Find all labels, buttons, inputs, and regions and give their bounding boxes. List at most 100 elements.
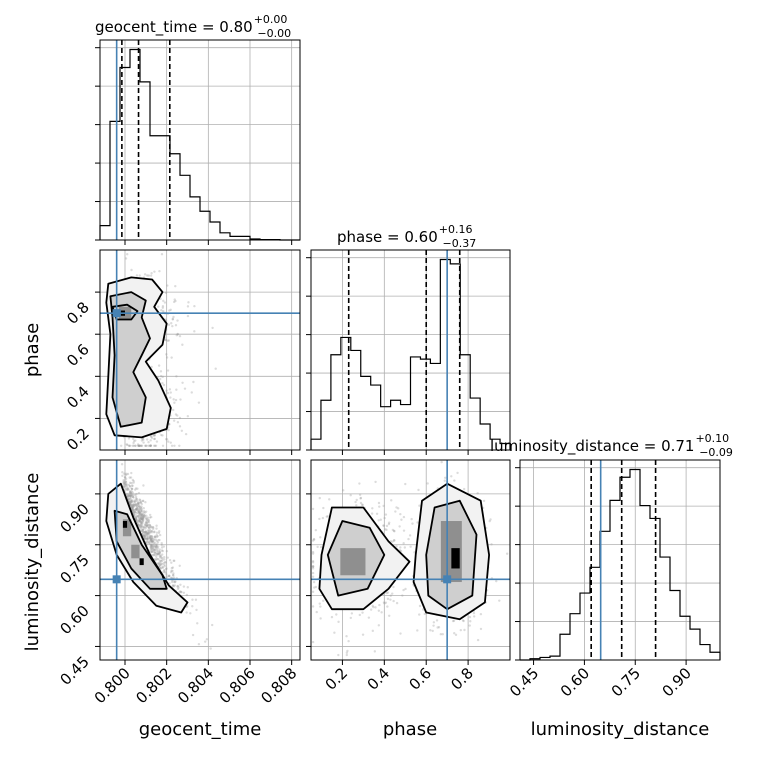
sample-point — [150, 540, 154, 543]
sample-point — [124, 483, 127, 486]
sample-point — [145, 519, 149, 522]
sample-point — [145, 521, 148, 525]
sample-point — [473, 615, 476, 618]
sample-point — [174, 398, 178, 402]
sample-point — [172, 559, 175, 562]
sample-point — [178, 591, 181, 594]
sample-point — [149, 545, 153, 548]
sample-point — [319, 605, 322, 608]
sample-point — [140, 515, 144, 518]
sample-point — [171, 573, 175, 577]
sample-point — [163, 565, 167, 568]
sample-point — [156, 535, 159, 538]
sample-point — [123, 476, 127, 479]
sample-point — [148, 543, 152, 546]
sample-point — [155, 553, 158, 556]
title-luminosity-distance: luminosity_distance = 0.71+0.10 −0.09 — [490, 432, 733, 459]
sample-point — [176, 319, 179, 322]
sample-point — [401, 594, 404, 597]
sample-point — [154, 558, 157, 562]
sample-point — [403, 546, 407, 549]
sample-point — [151, 546, 154, 550]
sample-point — [168, 582, 171, 585]
sample-point — [141, 515, 145, 518]
tick-label-phase: 0.6 — [63, 340, 93, 370]
sample-point — [142, 525, 146, 529]
sample-point — [375, 512, 379, 515]
sample-point — [149, 444, 152, 447]
sample-point — [156, 550, 159, 553]
sample-point — [178, 564, 181, 568]
sample-point — [149, 537, 152, 540]
sample-point — [417, 488, 420, 492]
tick-label-phase: 0.8 — [63, 298, 93, 328]
sample-point — [158, 530, 161, 533]
sample-point — [154, 545, 158, 548]
sample-point — [176, 584, 180, 588]
sample-point — [140, 513, 143, 516]
sample-point — [129, 496, 132, 500]
sample-point — [140, 517, 144, 521]
sample-point — [181, 381, 184, 384]
sample-point — [429, 629, 432, 632]
sample-point — [161, 559, 164, 562]
sample-point — [454, 454, 456, 456]
sample-point — [130, 502, 133, 505]
sample-point — [134, 517, 138, 520]
sample-point — [441, 633, 444, 636]
sample-point — [123, 472, 126, 475]
sample-point — [165, 567, 168, 570]
sample-point — [157, 552, 161, 555]
sample-point — [138, 523, 141, 527]
sample-point — [131, 493, 135, 497]
sample-point — [160, 542, 163, 545]
sample-point — [137, 509, 140, 512]
sample-point — [158, 564, 161, 568]
sample-point — [147, 518, 150, 522]
sample-point — [131, 509, 134, 512]
sample-point — [150, 538, 153, 542]
sample-point — [142, 484, 145, 487]
sample-point — [379, 518, 382, 521]
tick-label-luminosity_distance: 0.75 — [56, 551, 92, 587]
sample-point — [140, 502, 144, 506]
sample-point — [145, 531, 148, 534]
sample-point — [125, 483, 129, 486]
sample-point — [140, 529, 144, 532]
sample-point — [311, 539, 315, 542]
sample-point — [150, 530, 153, 533]
sample-point — [140, 526, 143, 529]
sample-point — [138, 524, 142, 527]
sample-point — [144, 530, 148, 534]
sample-point — [125, 488, 129, 492]
sample-point — [140, 517, 143, 521]
sample-point — [393, 530, 396, 533]
sample-point — [142, 517, 145, 521]
sample-point — [141, 520, 144, 524]
sample-point — [128, 444, 132, 447]
sample-point — [145, 537, 148, 540]
sample-point — [151, 554, 154, 557]
sample-point — [174, 299, 177, 303]
sample-point — [130, 268, 133, 272]
sample-point — [147, 526, 151, 530]
tick-label-phase: 0.4 — [364, 664, 394, 694]
sample-point — [125, 487, 128, 490]
sample-point — [145, 524, 149, 528]
sample-point — [154, 548, 157, 551]
sample-point — [141, 517, 144, 521]
sample-point — [137, 504, 141, 507]
sample-point — [171, 584, 175, 587]
sample-point — [175, 388, 178, 391]
sample-point — [138, 513, 141, 517]
ylabel-luminosity-distance: luminosity_distance — [22, 473, 43, 652]
sample-point — [358, 613, 362, 617]
sample-point — [155, 549, 159, 552]
sample-point — [159, 377, 162, 381]
sample-point — [150, 531, 154, 534]
sample-point — [137, 444, 141, 447]
sample-point — [355, 498, 358, 502]
density-core — [139, 558, 144, 566]
sample-point — [382, 601, 386, 604]
sample-point — [150, 436, 154, 440]
